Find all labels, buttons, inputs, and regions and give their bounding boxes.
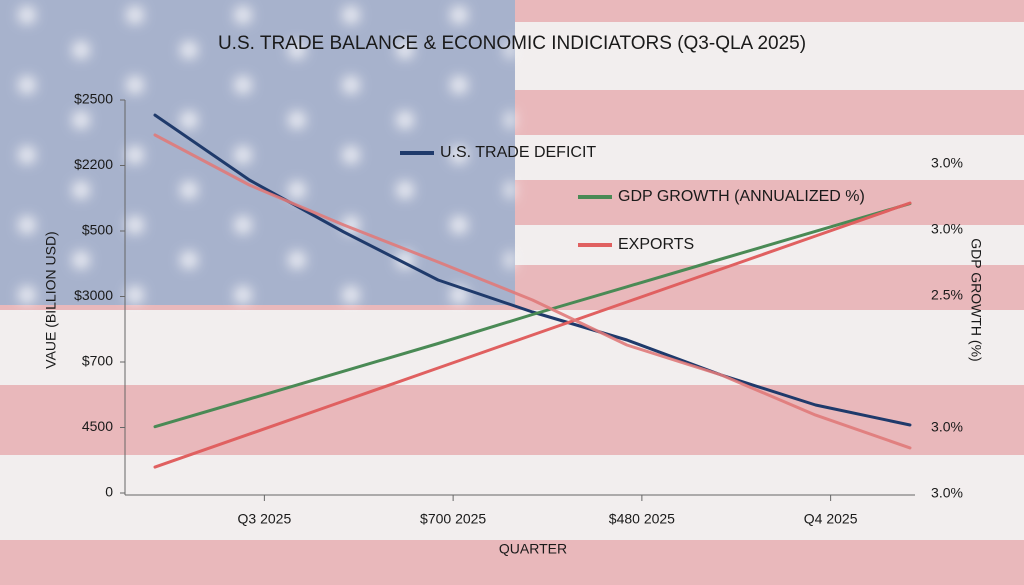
series-line (153, 133, 912, 450)
y-tick-label: $2200 (74, 156, 113, 172)
y-tick-label: $500 (82, 222, 113, 238)
legend-label: U.S. TRADE DEFICIT (440, 144, 596, 161)
y2-tick-label: 3.0% (931, 221, 963, 237)
x-tick-label: Q4 2025 (804, 511, 858, 527)
y-tick-label: 4500 (82, 418, 113, 434)
x-axis-label: QUARTER (499, 541, 567, 557)
x-tick-label: $480 2025 (609, 511, 675, 527)
y-tick-label: $3000 (74, 287, 113, 303)
x-tick-label: Q3 2025 (238, 511, 292, 527)
legend-label: EXPORTS (618, 236, 694, 253)
legend-label: GDP GROWTH (ANNUALIZED %) (618, 188, 865, 205)
chart-title: U.S. TRADE BALANCE & ECONOMIC INDICIATOR… (218, 33, 806, 54)
series-line (153, 202, 912, 429)
y2-tick-label: 3.0% (931, 155, 963, 171)
y2-tick-label: 2.5% (931, 287, 963, 303)
y-tick-label: $700 (82, 353, 113, 369)
y2-axis-label: GDP GROWTH (%) (968, 238, 984, 361)
y2-tick-label: 3.0% (931, 419, 963, 435)
y-tick-label: $2500 (74, 91, 113, 107)
y2-tick-label: 3.0% (931, 485, 963, 501)
y-tick-label: 0 (105, 484, 113, 500)
series-line (153, 201, 912, 469)
x-tick-label: $700 2025 (420, 511, 486, 527)
y-axis-label: VAUE (BILLION USD) (43, 231, 59, 368)
